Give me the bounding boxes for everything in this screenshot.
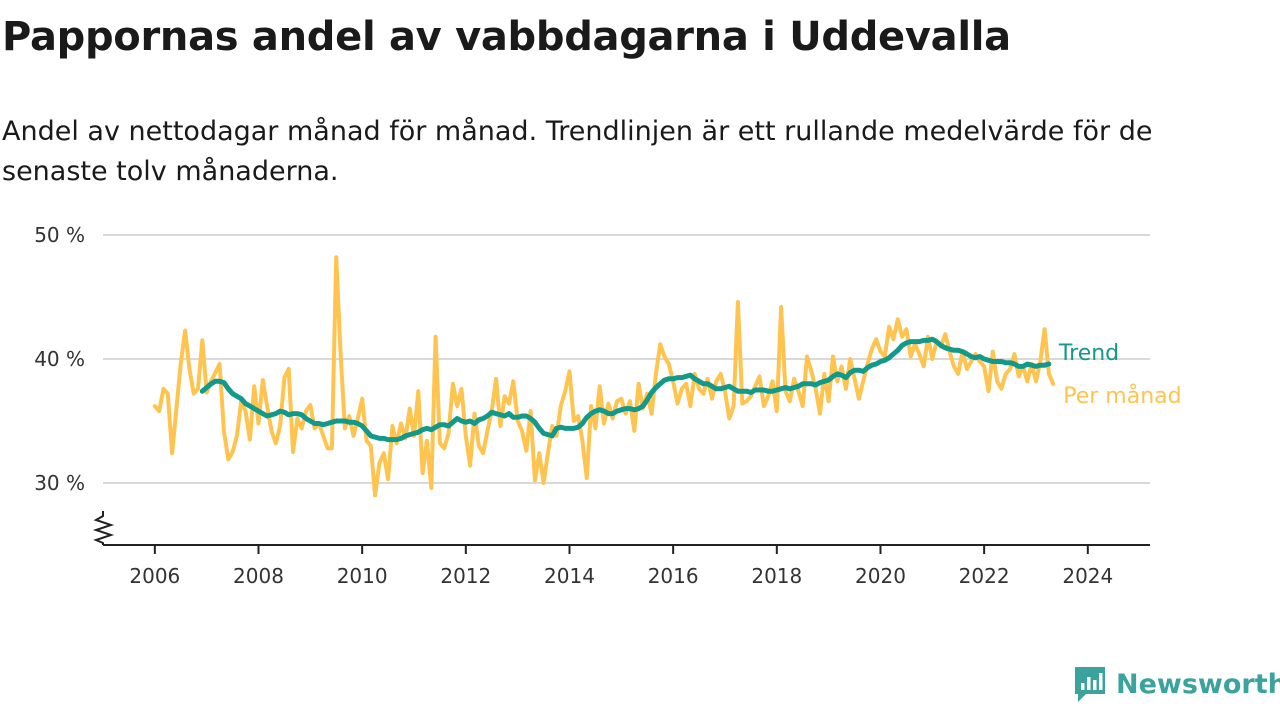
x-tick-label-4: 2014 xyxy=(544,564,595,588)
x-tick-label-7: 2020 xyxy=(855,564,906,588)
chart-subtitle: Andel av nettodagar månad för månad. Tre… xyxy=(2,116,1153,187)
chart-title: Pappornas andel av vabbdagarna i Uddeval… xyxy=(2,14,1011,60)
brand-name: Newsworthy xyxy=(1116,668,1280,700)
series-label-per-manad: Per månad xyxy=(1063,383,1181,409)
axes: 50 % 40 % 30 % 2006 2008 2010 2012 2014 2016 2018… xyxy=(34,223,1150,588)
x-tick-label-3: 2012 xyxy=(440,564,491,588)
brand-logo: Newsworthy xyxy=(1072,664,1280,704)
x-tick-label-6: 2018 xyxy=(751,564,802,588)
x-tick-label-9: 2024 xyxy=(1062,564,1113,588)
x-tick-label-2: 2010 xyxy=(337,564,388,588)
axis-break-mark xyxy=(92,511,115,545)
series-label-trend: Trend xyxy=(1058,341,1119,366)
newsworthy-logo-icon xyxy=(1075,667,1105,702)
x-tick-label-0: 2006 xyxy=(129,564,180,588)
y-tick-label-2: 30 % xyxy=(34,471,85,495)
series-line-trend xyxy=(199,336,1052,443)
x-tick-label-5: 2016 xyxy=(648,564,699,588)
y-tick-label-0: 50 % xyxy=(34,223,85,247)
series-lines xyxy=(152,255,1056,498)
series-line-per-manad xyxy=(152,255,1056,498)
series-labels: Per månad Trend xyxy=(1058,341,1182,409)
y-tick-label-1: 40 % xyxy=(34,347,85,371)
x-tick-label-1: 2008 xyxy=(233,564,284,588)
x-tick-label-8: 2022 xyxy=(959,564,1010,588)
